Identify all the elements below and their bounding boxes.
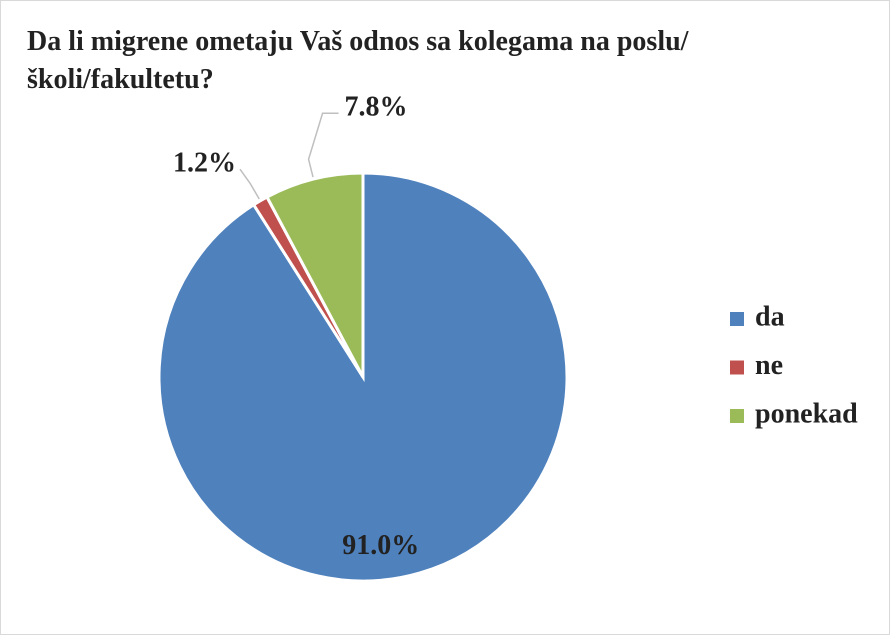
leader-line <box>239 168 260 200</box>
legend-swatch <box>730 409 744 423</box>
chart-title: Da li migrene ometaju Vaš odnos sa koleg… <box>27 26 689 95</box>
legend-label: ne <box>755 350 783 381</box>
data-label: 7.8% <box>345 92 408 123</box>
leader-line <box>307 112 339 178</box>
legend-swatch <box>730 312 744 326</box>
legend-label: da <box>755 301 785 332</box>
legend-swatch <box>730 360 744 375</box>
data-label: 91.0% <box>342 530 419 561</box>
pie-slice <box>264 171 365 378</box>
data-label: 1.2% <box>173 148 236 179</box>
legend-label: ponekad <box>755 398 858 429</box>
